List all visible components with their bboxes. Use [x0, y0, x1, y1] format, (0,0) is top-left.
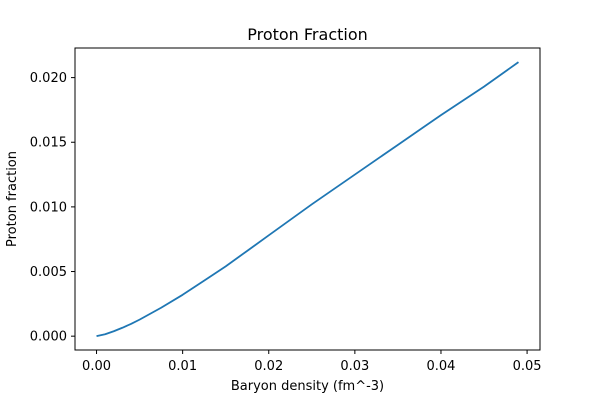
x-tick-label: 0.01 — [168, 359, 197, 374]
y-tick-label: 0.015 — [30, 136, 67, 151]
x-tick-label: 0.02 — [254, 359, 283, 374]
x-axis-label: Baryon density (fm^-3) — [231, 379, 384, 394]
x-tick-label: 0.03 — [340, 359, 369, 374]
x-tick-label: 0.00 — [82, 359, 111, 374]
plot-area-frame — [74, 47, 541, 351]
y-axis-label: Proton fraction — [5, 151, 20, 247]
series-layer — [96, 61, 519, 338]
y-axis-ticks: 0.000 0.005 0.010 0.015 0.020 — [30, 71, 75, 345]
series-line — [96, 61, 519, 338]
x-tick-label: 0.04 — [426, 359, 455, 374]
y-tick-label: 0.005 — [30, 265, 67, 280]
x-axis-ticks: 0.00 0.01 0.02 0.03 0.04 0.05 — [82, 350, 542, 374]
y-tick-label: 0.010 — [30, 200, 67, 215]
x-tick-label: 0.05 — [513, 359, 542, 374]
chart-title: Proton Fraction — [247, 25, 368, 44]
y-tick-label: 0.020 — [30, 71, 67, 86]
y-tick-label: 0.000 — [30, 330, 67, 345]
